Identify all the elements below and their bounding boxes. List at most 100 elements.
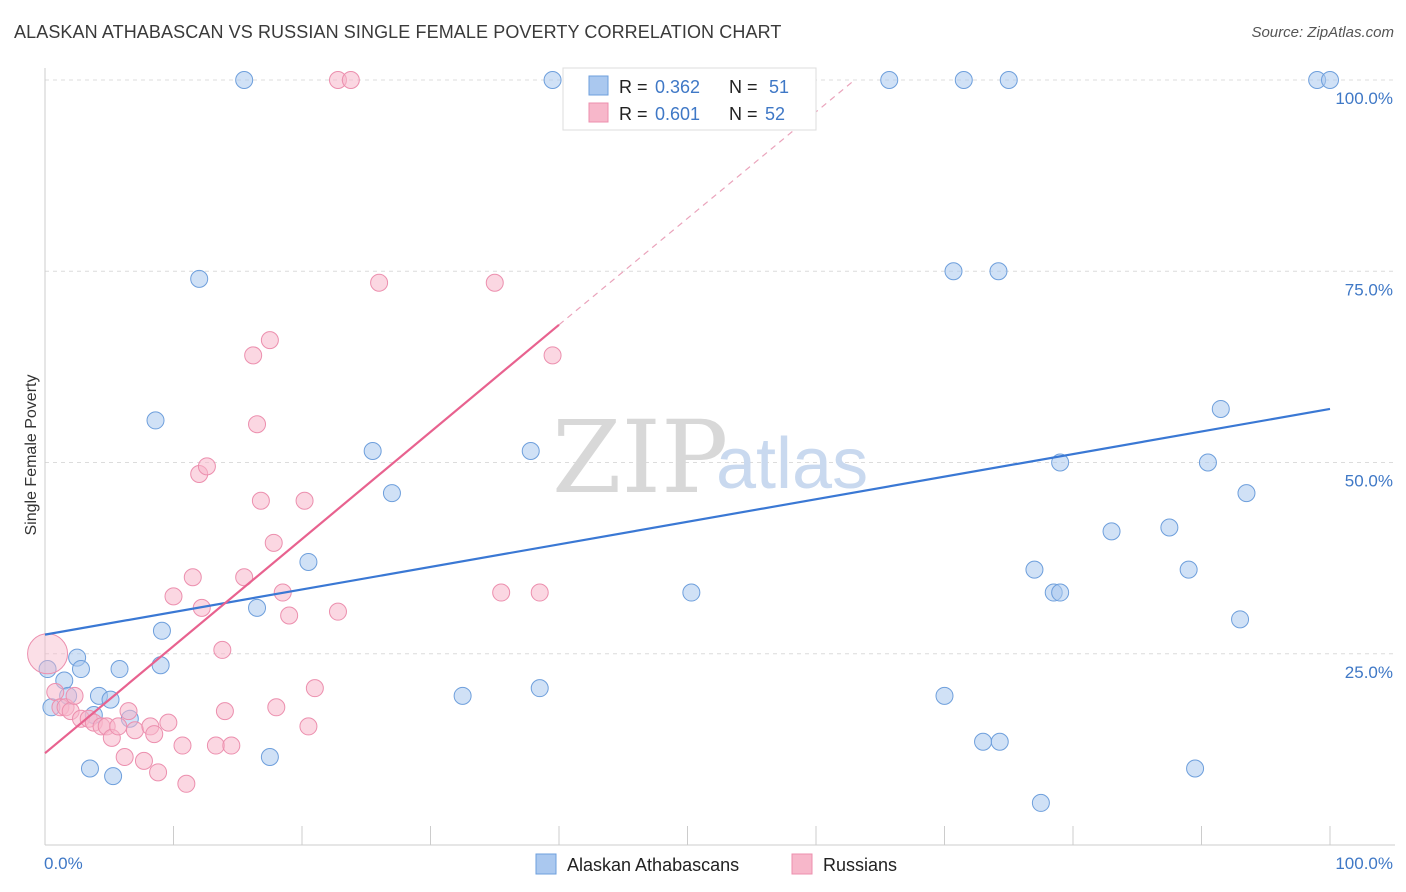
russian-point: [149, 763, 168, 782]
russian-point: [46, 683, 65, 701]
russian-point: [206, 736, 225, 755]
legend-swatch-athabascan: [588, 75, 609, 96]
athabascan-point: [682, 583, 701, 602]
russian-point: [280, 606, 299, 625]
athabascan-point: [152, 621, 171, 640]
athabascan-point: [1102, 522, 1121, 541]
athabascan-point: [880, 71, 899, 89]
russian-point: [485, 273, 504, 292]
russian-point: [248, 415, 267, 434]
points-layer: [27, 71, 1339, 812]
russian-point: [222, 736, 241, 755]
russian-trend-line: [44, 323, 560, 755]
athabascan-point: [71, 660, 90, 679]
russian-point: [159, 713, 178, 732]
legend-swatch-russian: [588, 102, 609, 123]
athabascan-point: [935, 686, 954, 705]
russian-point: [65, 686, 84, 705]
russian-point: [251, 491, 270, 510]
athabascan-trend-line: [44, 407, 1331, 636]
athabascan-point: [1231, 610, 1250, 629]
y-tick-label: 25.0%: [1345, 663, 1393, 682]
athabascan-point: [110, 660, 129, 679]
russian-point: [264, 533, 283, 552]
athabascan-point: [1237, 484, 1256, 503]
athabascan-point: [944, 262, 963, 281]
x-tick-label: 100.0%: [1335, 854, 1393, 873]
russian-point: [177, 774, 196, 793]
chart-source: Source: ZipAtlas.com: [1251, 24, 1394, 41]
bottom-legend: Alaskan Athabascans Russians: [535, 853, 897, 875]
athabascan-point: [1051, 583, 1070, 602]
russian-point: [244, 346, 263, 365]
russian-point: [260, 331, 279, 350]
athabascan-point: [151, 656, 170, 675]
legend-n-label-athabascan: N =: [729, 77, 758, 97]
athabascan-point: [530, 679, 549, 698]
x-tick-label: 0.0%: [44, 854, 83, 873]
athabascan-point: [299, 552, 318, 571]
y-tick-label: 50.0%: [1345, 472, 1393, 491]
legend-r-label-russian: R =: [619, 104, 648, 124]
bottom-legend-label-russian: Russians: [823, 855, 897, 875]
athabascan-point: [104, 767, 123, 786]
russian-point: [115, 748, 134, 767]
athabascan-point: [1160, 518, 1179, 537]
athabascan-point: [1321, 71, 1339, 89]
athabascan-point: [990, 732, 1009, 751]
watermark-atlas: atlas: [716, 424, 868, 504]
russian-point: [492, 583, 511, 602]
athabascan-point: [1211, 399, 1230, 418]
russian-point: [235, 568, 254, 587]
athabascan-point: [1179, 560, 1198, 579]
athabascan-point: [146, 411, 165, 430]
athabascan-point: [248, 598, 267, 617]
russian-point: [341, 71, 360, 89]
russian-point: [164, 587, 183, 606]
athabascan-point: [382, 484, 401, 503]
russian-point: [145, 725, 164, 744]
athabascan-point: [1198, 453, 1217, 472]
legend-r-value-russian: 0.601: [655, 104, 700, 124]
athabascan-point: [1051, 453, 1070, 472]
athabascan-point: [543, 71, 562, 89]
athabascan-point: [989, 262, 1008, 281]
russian-point: [267, 698, 286, 717]
watermark: ZIP atlas: [552, 399, 868, 516]
legend-r-label-athabascan: R =: [619, 77, 648, 97]
athabascan-point: [80, 759, 99, 778]
russian-point: [215, 702, 234, 721]
athabascan-point: [521, 442, 540, 461]
russian-point: [197, 457, 216, 476]
russian-point: [27, 633, 69, 675]
chart-title: ALASKAN ATHABASCAN VS RUSSIAN SINGLE FEM…: [14, 22, 782, 42]
russian-point: [134, 751, 153, 770]
russian-point: [109, 717, 128, 736]
russian-point: [530, 583, 549, 602]
russian-point: [173, 736, 192, 755]
russian-point: [299, 717, 318, 736]
tick-labels: 100.0% 75.0% 50.0% 25.0% 0.0% 100.0%: [44, 89, 1393, 873]
russian-point: [213, 640, 232, 659]
watermark-zip: ZIP: [552, 399, 728, 516]
athabascan-point: [235, 71, 254, 89]
athabascan-point: [453, 686, 472, 705]
russian-point: [119, 702, 138, 721]
y-tick-label: 100.0%: [1335, 89, 1393, 108]
russian-point: [305, 679, 324, 698]
bottom-legend-swatch-athabascan: [535, 853, 557, 875]
athabascan-point: [954, 71, 973, 89]
legend-r-value-athabascan: 0.362: [655, 77, 700, 97]
y-tick-label: 75.0%: [1345, 280, 1393, 299]
athabascan-point: [260, 748, 279, 767]
legend-box: R = 0.362 N = 51 R = 0.601 N = 52: [562, 67, 817, 131]
y-axis-label: Single Female Poverty: [23, 375, 40, 536]
axes-layer: [44, 68, 1395, 846]
athabascan-point: [1025, 560, 1044, 579]
russian-point: [543, 346, 562, 365]
bottom-legend-label-athabascan: Alaskan Athabascans: [567, 855, 739, 875]
russian-point: [125, 721, 144, 740]
russian-point: [370, 273, 389, 292]
russian-point: [183, 568, 202, 587]
